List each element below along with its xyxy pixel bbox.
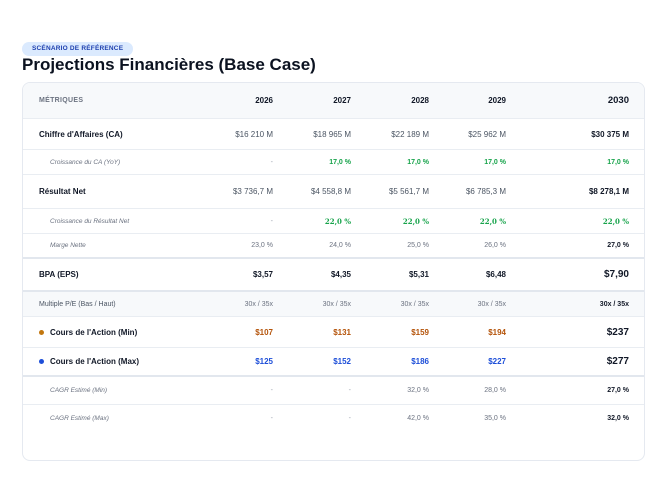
- cell-2027: 17,0 %: [329, 158, 351, 166]
- header-year-2027: 2027: [333, 96, 351, 105]
- table-header-row: MÉTRIQUES 2026 2027 2028 2029 2030: [23, 83, 644, 119]
- table-row-net-income-growth: Croissance du Résultat Net - 22,0 % 22,0…: [23, 209, 644, 234]
- cell-2030: $30 375 M: [591, 129, 629, 139]
- cell-2027: $4 558,8 M: [310, 187, 351, 196]
- cell-2029: $227: [488, 357, 506, 366]
- row-label: Résultat Net: [39, 187, 86, 196]
- table-row-ca-growth: Croissance du CA (YoY) - 17,0 % 17,0 % 1…: [23, 150, 644, 175]
- header-metrics-label: MÉTRIQUES: [39, 97, 84, 104]
- cell-2026: $16 210 M: [235, 129, 273, 139]
- row-label: CAGR Estimé (Min): [50, 387, 108, 394]
- projections-table: MÉTRIQUES 2026 2027 2028 2029 2030 Chiff…: [22, 82, 645, 461]
- cell-2027: 24,0 %: [329, 242, 351, 249]
- cell-2029: 26,0 %: [484, 242, 506, 249]
- cell-2026: -: [270, 158, 273, 166]
- header-year-2029: 2029: [488, 96, 506, 105]
- cell-2027: -: [348, 415, 351, 422]
- cell-2027: 22,0 %: [324, 216, 351, 226]
- cell-2030: 22,0 %: [602, 216, 629, 226]
- cell-2030: 30x / 35x: [599, 300, 629, 308]
- row-label: Chiffre d'Affaires (CA): [39, 129, 123, 139]
- row-label: Multiple P/E (Bas / Haut): [39, 300, 116, 308]
- header-year-2026: 2026: [255, 96, 273, 105]
- blue-dot-icon: [39, 359, 44, 364]
- cell-2029: 35,0 %: [484, 415, 506, 422]
- cell-2029: $194: [488, 327, 506, 337]
- cell-2026: -: [270, 415, 273, 422]
- table-row-eps: BPA (EPS) $3,57 $4,35 $5,31 $6,48 $7,90: [23, 259, 644, 292]
- row-label-text: Cours de l'Action (Max): [50, 357, 140, 366]
- row-label: CAGR Estimé (Max): [50, 415, 109, 422]
- cell-2030: $237: [606, 326, 629, 338]
- header-year-2028: 2028: [411, 96, 429, 105]
- cell-2028: 22,0 %: [402, 216, 429, 226]
- cell-2027: $18 965 M: [313, 129, 351, 139]
- row-label-text: Cours de l'Action (Min): [50, 327, 138, 337]
- row-label: Cours de l'Action (Min): [39, 317, 137, 347]
- cell-2027: $152: [333, 357, 351, 366]
- cell-2030: $7,90: [603, 269, 629, 280]
- table-row-price-max: Cours de l'Action (Max) $125 $152 $186 $…: [23, 348, 644, 377]
- cell-2026: 30x / 35x: [244, 300, 273, 308]
- cell-2028: $159: [411, 327, 429, 337]
- cell-2028: 17,0 %: [407, 158, 429, 166]
- cell-2027: -: [348, 387, 351, 394]
- table-row-pe: Multiple P/E (Bas / Haut) 30x / 35x 30x …: [23, 292, 644, 317]
- orange-dot-icon: [39, 329, 44, 335]
- cell-2028: 32,0 %: [407, 387, 429, 394]
- cell-2028: $186: [411, 357, 429, 366]
- cell-2029: 22,0 %: [479, 216, 506, 226]
- row-label: Marge Nette: [50, 242, 86, 249]
- cell-2026: $125: [255, 357, 273, 366]
- cell-2029: 28,0 %: [484, 387, 506, 394]
- header-year-2030: 2030: [607, 95, 629, 106]
- cell-2028: 30x / 35x: [400, 300, 429, 308]
- table-row-ca: Chiffre d'Affaires (CA) $16 210 M $18 96…: [23, 119, 644, 150]
- cell-2029: 30x / 35x: [477, 300, 506, 308]
- table-row-net-income: Résultat Net $3 736,7 M $4 558,8 M $5 56…: [23, 175, 644, 209]
- cell-2030: 27,0 %: [607, 242, 629, 249]
- cell-2028: 25,0 %: [407, 242, 429, 249]
- cell-2028: $5 561,7 M: [388, 187, 429, 196]
- cell-2030: 17,0 %: [607, 158, 629, 166]
- table-row-cagr-max: CAGR Estimé (Max) - - 42,0 % 35,0 % 32,0…: [23, 405, 644, 432]
- cell-2026: -: [270, 387, 273, 394]
- table-row-price-min: Cours de l'Action (Min) $107 $131 $159 $…: [23, 317, 644, 348]
- cell-2028: $22 189 M: [391, 129, 429, 139]
- cell-2027: $131: [333, 327, 351, 337]
- row-label: BPA (EPS): [39, 270, 79, 279]
- cell-2030: $277: [606, 356, 629, 367]
- cell-2029: 17,0 %: [484, 158, 506, 166]
- cell-2026: -: [270, 217, 273, 225]
- row-label: Cours de l'Action (Max): [39, 348, 139, 375]
- cell-2026: $107: [255, 327, 273, 337]
- row-label: Croissance du Résultat Net: [50, 217, 130, 225]
- page-title: Projections Financières (Base Case): [22, 55, 316, 74]
- scenario-badge: SCÉNARIO DE RÉFÉRENCE: [22, 42, 134, 56]
- cell-2029: $6 785,3 M: [465, 187, 506, 196]
- cell-2029: $25 962 M: [468, 129, 506, 139]
- cell-2029: $6,48: [485, 270, 506, 279]
- cell-2027: 30x / 35x: [322, 300, 351, 308]
- cell-2026: $3 736,7 M: [232, 187, 273, 196]
- cell-2026: 23,0 %: [251, 242, 273, 249]
- table-row-net-margin: Marge Nette 23,0 % 24,0 % 25,0 % 26,0 % …: [23, 234, 644, 259]
- cell-2028: $5,31: [408, 270, 429, 279]
- row-label: Croissance du CA (YoY): [50, 158, 121, 166]
- table-row-cagr-min: CAGR Estimé (Min) - - 32,0 % 28,0 % 27,0…: [23, 377, 644, 405]
- cell-2030: 32,0 %: [607, 415, 629, 422]
- cell-2030: 27,0 %: [607, 387, 629, 394]
- cell-2027: $4,35: [330, 270, 351, 279]
- cell-2030: $8 278,1 M: [588, 187, 629, 196]
- cell-2026: $3,57: [252, 270, 273, 279]
- cell-2028: 42,0 %: [407, 415, 429, 422]
